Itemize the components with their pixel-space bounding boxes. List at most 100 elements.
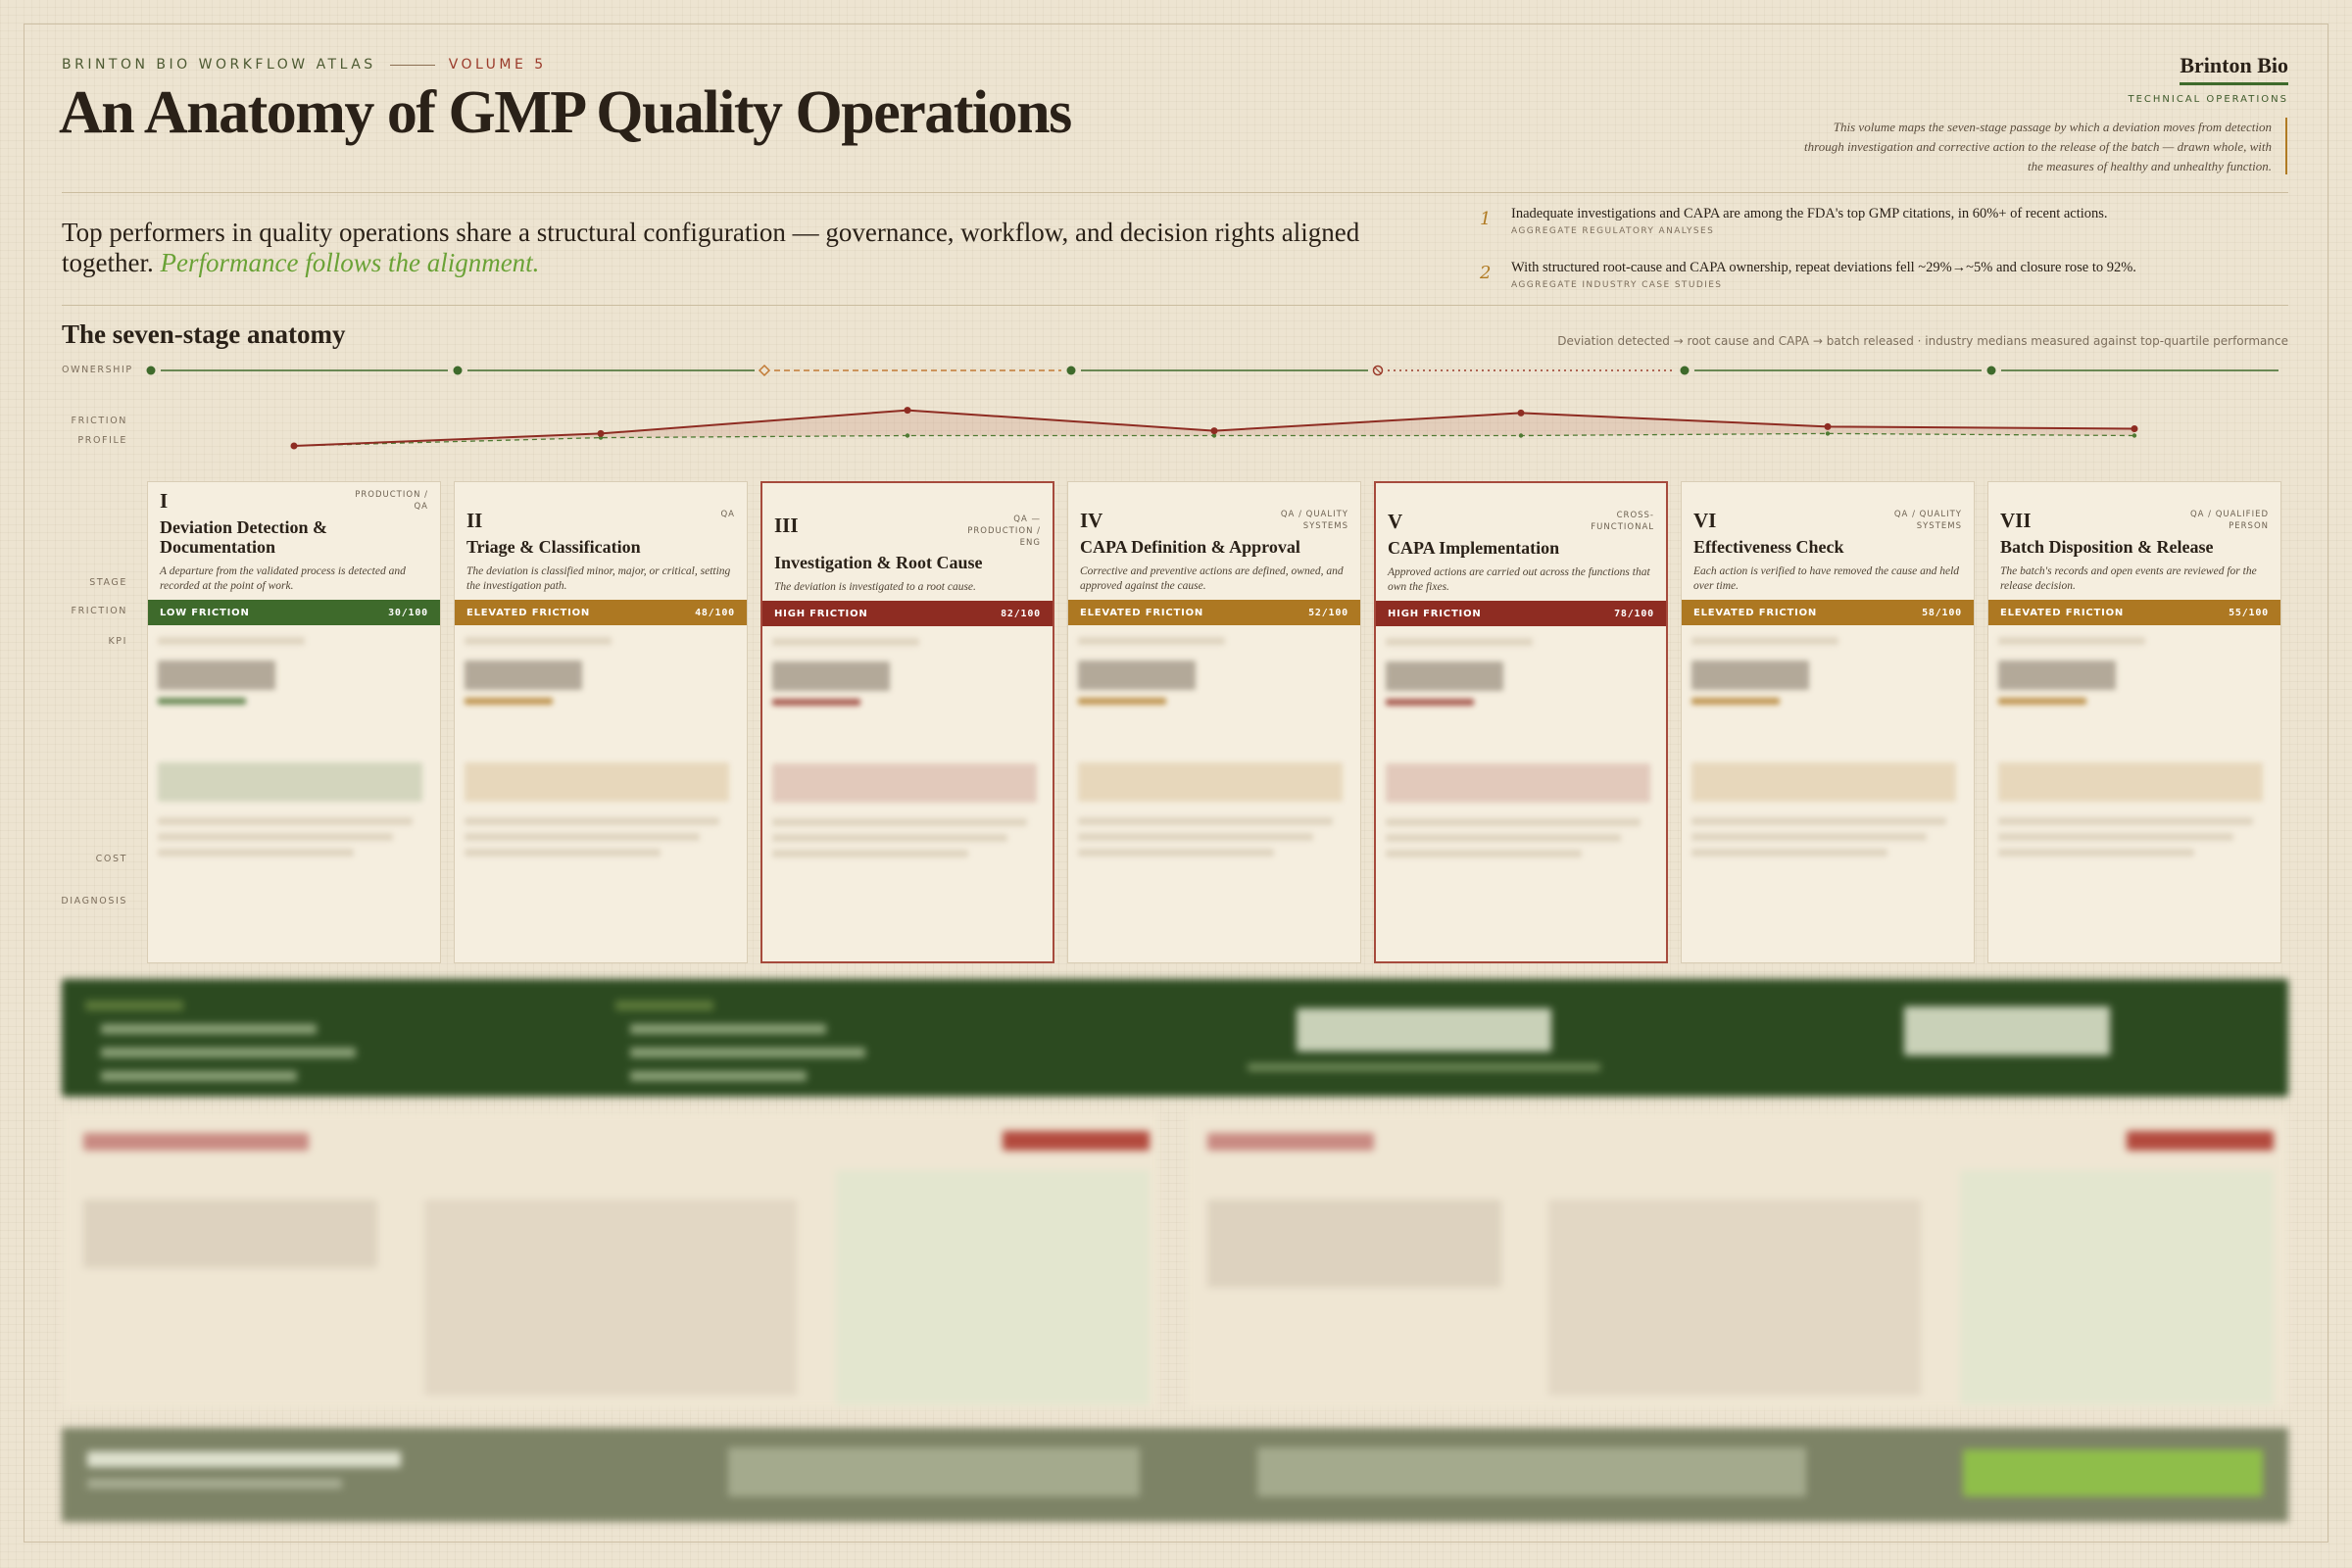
friction-label: ELEVATED FRICTION [2000,607,2125,618]
placeholder [1386,662,1503,691]
row-label: STAGE [89,577,127,588]
placeholder [1078,661,1196,690]
stage-card: IV QA / QUALITY SYSTEMS CAPA Definition & … [1067,481,1361,963]
friction-label: ELEVATED FRICTION [1693,607,1818,618]
placeholder [1691,817,1946,825]
placeholder [1691,637,1838,645]
card-head: VII QA / QUALIFIED PERSON Batch Dispositio… [1988,482,2280,600]
friction-score: 55/100 [2229,607,2269,618]
finding-source: AGGREGATE INDUSTRY CASE STUDIES [1511,280,1723,290]
page-title: An Anatomy of GMP Quality Operations [59,79,1072,146]
section-title: The seven-stage anatomy [62,319,346,349]
friction-bar: HIGH FRICTION 78/100 [1376,601,1666,626]
placeholder [772,662,890,691]
placeholder [1386,763,1650,803]
stage-numeral: VI [1693,509,1717,532]
friction-point [2131,425,2138,432]
card-head: V CROSS-FUNCTIONAL CAPA Implementation Appr… [1376,483,1666,601]
placeholder [1998,762,2263,802]
placeholder [1386,850,1582,858]
placeholder [465,637,612,645]
brand-sub: TECHNICAL OPERATIONS [2128,94,2288,105]
brand: Brinton Bio [2180,53,2288,85]
card-head: VI QA / QUALITY SYSTEMS Effectiveness Chec… [1682,482,1974,600]
placeholder [1998,661,2116,690]
placeholder [101,1048,356,1057]
finding: 1 Inadequate investigations and CAPA are … [1480,205,2283,236]
finding-number: 2 [1480,263,1492,283]
stage-card: I PRODUCTION / QA Deviation Detection & Do… [147,481,441,963]
placeholder [1078,762,1343,802]
placeholder [465,817,719,825]
card-head: IV QA / QUALITY SYSTEMS CAPA Definition & … [1068,482,1360,600]
placeholder [772,638,919,646]
stage-card: VI QA / QUALITY SYSTEMS Effectiveness Chec… [1681,481,1975,963]
intro: This volume maps the seven-stage passage… [1804,120,2272,173]
friction-bar: ELEVATED FRICTION 55/100 [1988,600,2280,625]
friction-point [1210,427,1218,435]
placeholder [1386,818,1641,826]
placeholder [1386,834,1621,842]
row-label: FRICTION [71,606,127,616]
stage-desc: Corrective and preventive actions are de… [1080,565,1344,592]
placeholder [1078,698,1166,705]
stage-desc: The deviation is classified minor, major… [466,565,731,592]
atlas-name: BRINTON BIO WORKFLOW ATLAS [62,57,376,73]
finding-text: With structured root-cause and CAPA owne… [1511,260,2136,275]
ownership-node [1680,366,1690,375]
card-body [1988,625,2280,962]
friction-score: 82/100 [1001,608,1041,619]
card-body [1682,625,1974,962]
placeholder [1207,1133,1374,1151]
ownership-node [758,364,771,377]
card-header: III QA — PRODUCTION / ENG [774,514,1041,549]
card-head: I PRODUCTION / QA Deviation Detection & Do… [148,482,440,600]
placeholder [158,661,275,690]
card-body [1068,625,1360,962]
stage-numeral: VII [2000,509,2032,532]
lede-emphasis: Performance follows the alignment. [160,248,540,277]
benchmark-point [2132,433,2137,438]
placeholder [465,661,582,690]
finding-body: With structured root-cause and CAPA owne… [1511,259,2136,290]
placeholder [83,1200,377,1268]
lede-text: Top performers in quality operations sha… [62,218,1360,277]
stage-owner: QA / QUALITY SYSTEMS [1893,510,1962,531]
placeholder [772,834,1007,842]
ownership-node [453,366,463,375]
placeholder [1003,1131,1150,1151]
stage-owner: PRODUCTION / QA [355,490,428,512]
friction-point [597,429,605,437]
stage-numeral: I [160,489,169,513]
placeholder [1691,762,1956,802]
placeholder [772,763,1037,803]
friction-score: 52/100 [1308,607,1348,618]
stage-owner: QA / QUALIFIED PERSON [2189,510,2269,531]
stage-name: Triage & Classification [466,537,641,557]
benchmark-point [1518,433,1524,438]
ownership-node [1372,365,1384,376]
stage-name: CAPA Definition & Approval [1080,537,1300,557]
placeholder [158,762,422,802]
finding-number: 1 [1480,209,1492,229]
placeholder [465,833,700,841]
card-header: II QA [466,509,735,533]
placeholder [1078,637,1225,645]
card-header: IV QA / QUALITY SYSTEMS [1080,509,1348,533]
stage-owner: CROSS-FUNCTIONAL [1591,511,1654,532]
placeholder [158,698,246,705]
row-label: COST [95,854,127,864]
placeholder [101,1071,297,1081]
stage-desc: The batch's records and open events are … [2000,565,2257,592]
placeholder [87,1479,342,1489]
accent-bar [2285,118,2287,174]
finding-source: AGGREGATE REGULATORY ANALYSES [1511,226,1715,236]
summary-band [62,979,2288,1097]
stage-numeral: II [466,509,483,532]
placeholder [728,1447,1140,1496]
placeholder [1904,1006,2110,1055]
placeholder [83,1133,309,1151]
placeholder [465,762,729,802]
placeholder [772,850,968,858]
